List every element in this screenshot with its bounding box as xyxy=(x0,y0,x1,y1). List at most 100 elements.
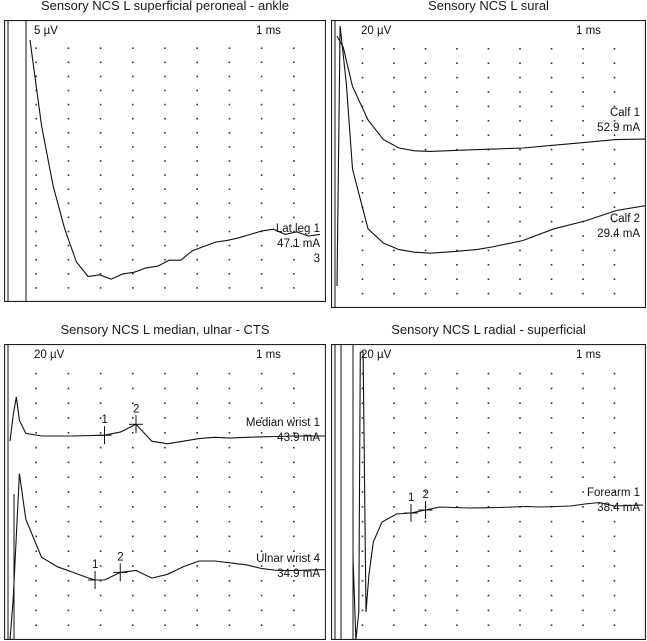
grid-dot xyxy=(196,402,198,404)
grid-dot xyxy=(35,417,37,419)
grid-dot xyxy=(519,249,521,252)
grid-dot xyxy=(99,188,102,190)
grid-dot xyxy=(519,550,521,552)
latency-marker[interactable]: 2 xyxy=(113,551,128,582)
grid-dot xyxy=(260,506,263,508)
grid-dot xyxy=(196,230,198,233)
time-scale-label: 1 ms xyxy=(576,349,601,361)
grid-dot xyxy=(293,132,295,134)
grid-dot xyxy=(228,244,231,247)
grid-dot xyxy=(260,132,263,134)
grid-dot xyxy=(132,287,134,289)
grid-dot xyxy=(132,387,134,390)
grid-dot xyxy=(613,624,616,626)
stimulus-intensity: 34.9 mA xyxy=(277,568,320,580)
grid-dot xyxy=(550,372,553,375)
grid-dot xyxy=(35,188,37,190)
grid-dot xyxy=(67,244,70,247)
grid-dot xyxy=(361,249,364,252)
grid-dot xyxy=(456,491,458,493)
grid-dot xyxy=(228,550,231,552)
grid-dot xyxy=(35,594,37,597)
grid-dot xyxy=(99,432,102,434)
grid-dot xyxy=(613,192,616,194)
grid-dot xyxy=(260,565,263,567)
grid-dot xyxy=(424,91,427,93)
grid-dot xyxy=(164,624,166,626)
grid-dot xyxy=(393,594,395,597)
grid-dot xyxy=(487,76,490,79)
grid-dot xyxy=(582,446,584,449)
series-label: Calf 2 xyxy=(610,213,640,225)
grid-dot xyxy=(361,387,364,390)
grid-dot xyxy=(393,91,395,93)
grid-dot xyxy=(132,550,134,552)
grid-dot xyxy=(164,230,166,233)
grid-dot xyxy=(67,89,70,92)
grid-dot xyxy=(196,258,198,261)
grid-dot xyxy=(99,174,102,176)
latency-marker[interactable]: 2 xyxy=(418,489,433,519)
grid-dot xyxy=(519,148,521,151)
grid-dot xyxy=(67,103,70,106)
grid-dot xyxy=(228,273,231,275)
grid-dot xyxy=(196,535,198,538)
grid-dot xyxy=(67,273,70,275)
latency-marker[interactable]: 1 xyxy=(404,492,418,522)
grid-dot xyxy=(293,258,295,261)
grid-dot xyxy=(196,461,198,464)
grid-dot xyxy=(519,235,521,237)
grid-dot xyxy=(196,624,198,626)
grid-dot xyxy=(456,520,458,523)
grid-dot xyxy=(361,550,364,552)
grid-dot xyxy=(519,417,521,419)
grid-dot xyxy=(67,609,70,612)
grid-dot xyxy=(424,48,427,50)
grid-dot xyxy=(550,476,553,478)
grid-dot xyxy=(456,292,458,295)
marker-label: 1 xyxy=(408,492,414,504)
grid-dot xyxy=(164,160,166,162)
grid-dot xyxy=(550,220,553,223)
grid-dot xyxy=(361,235,364,237)
grid-dot xyxy=(550,580,553,582)
latency-marker[interactable]: 1 xyxy=(88,559,103,589)
grid-dot xyxy=(550,206,553,208)
grid-dot xyxy=(519,402,521,404)
grid-dot xyxy=(260,609,263,612)
grid-dot xyxy=(519,461,521,464)
grid-dot xyxy=(67,132,70,134)
grid-dot xyxy=(424,62,427,64)
grid-dot xyxy=(487,446,490,449)
grid-dot xyxy=(550,491,553,493)
grid-dot xyxy=(487,235,490,237)
grid-dot xyxy=(35,244,37,247)
grid-dot xyxy=(67,624,70,626)
grid-dot xyxy=(519,372,521,375)
grid-dot xyxy=(132,432,134,434)
grid-dot xyxy=(164,174,166,176)
grid-dot xyxy=(519,48,521,50)
stimulus-intensity: 29.4 mA xyxy=(597,228,640,240)
grid-dot xyxy=(164,188,166,190)
grid-dot xyxy=(164,75,166,78)
grid-dot xyxy=(293,273,295,275)
grid-dot xyxy=(393,76,395,79)
latency-marker[interactable]: 1 xyxy=(97,414,112,445)
grid-dot xyxy=(424,432,427,434)
grid-dot xyxy=(132,216,134,219)
grid-dot xyxy=(487,565,490,567)
grid-dot xyxy=(550,520,553,523)
grid-dot xyxy=(424,192,427,194)
grid-dot xyxy=(228,103,231,106)
grid-dot xyxy=(424,402,427,404)
grid-dot xyxy=(456,278,458,280)
latency-marker[interactable]: 2 xyxy=(129,403,143,434)
grid-dot xyxy=(99,258,102,261)
grid-dot xyxy=(164,47,166,49)
grid-dot xyxy=(67,188,70,190)
grid-dot xyxy=(293,506,295,508)
grid-dot xyxy=(613,565,616,567)
grid-dot xyxy=(293,61,295,64)
grid-dot xyxy=(613,520,616,523)
